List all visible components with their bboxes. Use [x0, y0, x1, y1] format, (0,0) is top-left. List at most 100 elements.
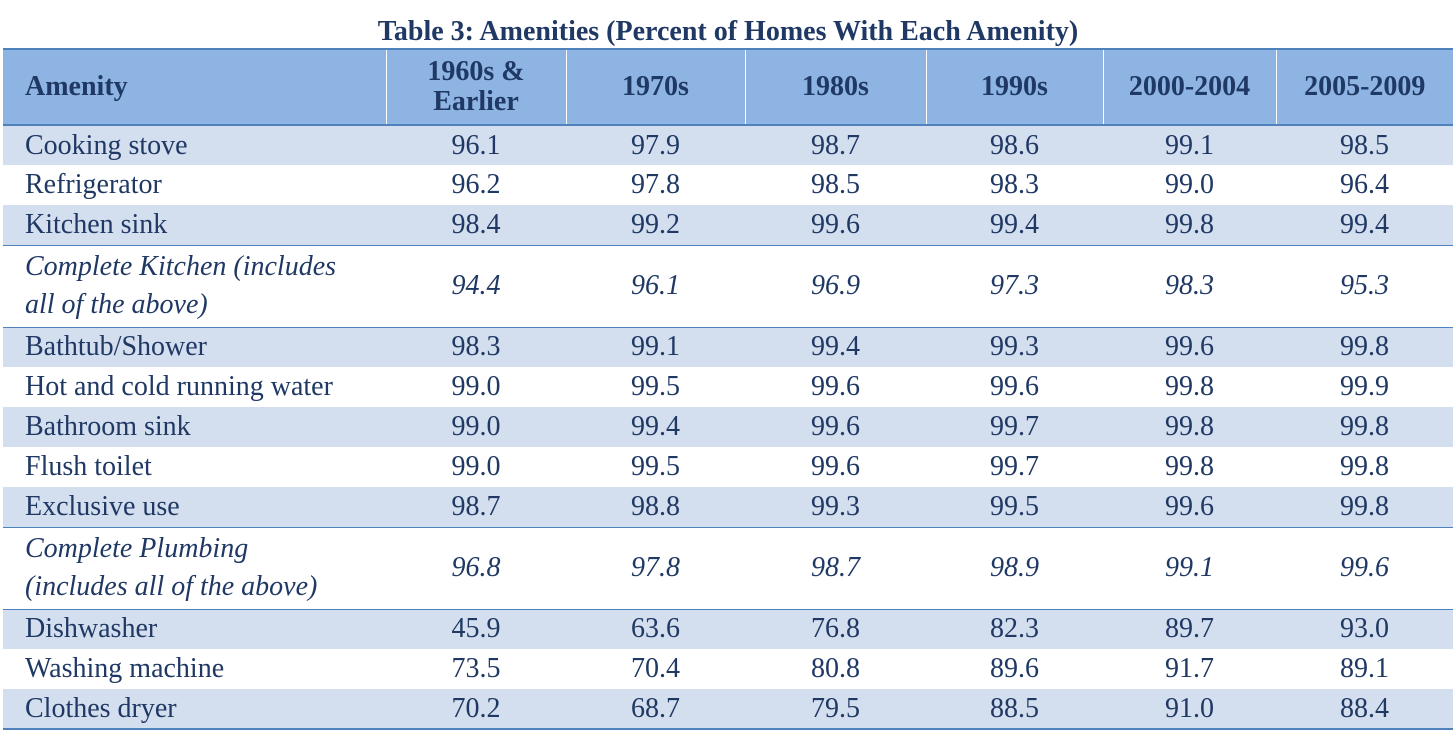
cell-value: 88.5 [990, 692, 1039, 724]
cell-value: 99.4 [1340, 208, 1389, 240]
row-label: Refrigerator [25, 169, 162, 200]
cell-value: 97.9 [631, 129, 680, 161]
cell-value: 99.8 [1340, 331, 1389, 363]
cell-value: 89.7 [1165, 613, 1214, 645]
cell-value: 98.7 [811, 129, 860, 161]
row-label: Dishwasher [25, 613, 158, 645]
cell-value: 99.6 [990, 371, 1039, 402]
table-row: Washing machine 73.5 70.4 80.8 89.6 91.7… [3, 649, 1453, 689]
cell-value: 99.6 [1340, 552, 1389, 583]
cell-value: 99.6 [811, 451, 860, 482]
cell-value: 95.3 [1340, 270, 1389, 301]
cell-value: 99.6 [1165, 331, 1214, 363]
cell-value: 63.6 [631, 613, 680, 645]
column-header-2000-2004: 2000-2004 [1102, 49, 1276, 125]
cell-value: 99.8 [1340, 411, 1389, 442]
cell-value: 99.6 [811, 371, 860, 402]
cell-value: 88.4 [1340, 692, 1389, 724]
cell-value: 98.6 [990, 129, 1039, 161]
amenities-table: Amenity 1960s & Earlier 1970s 1980s 1990… [3, 48, 1453, 730]
cell-value: 94.4 [451, 270, 501, 301]
table-row: Cooking stove 96.1 97.9 98.7 98.6 99.1 9… [3, 125, 1453, 165]
row-label: Cooking stove [25, 129, 188, 161]
cell-value: 99.0 [1165, 169, 1214, 200]
table-title: Table 3: Amenities (Percent of Homes Wit… [377, 16, 1079, 47]
cell-value: 99.8 [1165, 371, 1214, 402]
row-label: Complete Plumbing (includes all of the a… [25, 533, 318, 602]
row-label: Flush toilet [25, 451, 152, 482]
cell-value: 98.7 [451, 490, 501, 522]
table-row: Refrigerator 96.2 97.8 98.5 98.3 99.0 96… [3, 165, 1453, 205]
cell-value: 99.3 [811, 490, 860, 522]
cell-value: 96.9 [811, 270, 860, 301]
cell-value: 99.6 [811, 411, 860, 442]
cell-value: 99.5 [631, 371, 680, 402]
header-row: Amenity 1960s & Earlier 1970s 1980s 1990… [3, 49, 1453, 125]
cell-value: 99.6 [811, 208, 860, 240]
cell-value: 99.4 [811, 331, 860, 363]
cell-value: 99.4 [631, 411, 680, 442]
cell-value: 70.4 [631, 653, 680, 684]
cell-value: 68.7 [631, 692, 680, 724]
cell-value: 99.1 [1165, 129, 1214, 161]
table-row: Clothes dryer 70.2 68.7 79.5 88.5 91.0 8… [3, 689, 1453, 729]
cell-value: 96.4 [1340, 169, 1389, 200]
cell-value: 93.0 [1340, 613, 1389, 645]
row-label: Exclusive use [25, 490, 180, 522]
cell-value: 99.5 [631, 451, 680, 482]
cell-value: 98.5 [1340, 129, 1389, 161]
cell-value: 45.9 [451, 613, 501, 645]
cell-value: 82.3 [990, 613, 1039, 645]
cell-value: 80.8 [811, 653, 860, 684]
cell-value: 89.1 [1340, 653, 1389, 684]
cell-value: 91.0 [1165, 692, 1214, 724]
cell-value: 99.7 [990, 451, 1039, 482]
cell-value: 76.8 [811, 613, 860, 645]
cell-value: 98.9 [990, 552, 1039, 583]
cell-value: 73.5 [451, 653, 501, 684]
cell-value: 99.8 [1165, 451, 1214, 482]
cell-value: 99.7 [990, 411, 1039, 442]
cell-value: 99.6 [1165, 490, 1214, 522]
subtotal-row-kitchen: Complete Kitchen (includes all of the ab… [3, 245, 1453, 327]
row-label: Bathroom sink [25, 411, 191, 442]
cell-value: 91.7 [1165, 653, 1214, 684]
cell-value: 98.5 [811, 169, 860, 200]
cell-value: 89.6 [990, 653, 1039, 684]
row-label: Hot and cold running water [25, 371, 333, 402]
cell-value: 96.2 [451, 169, 501, 200]
cell-value: 99.8 [1165, 411, 1214, 442]
cell-value: 98.4 [451, 208, 501, 240]
row-label: Complete Kitchen (includes all of the ab… [25, 251, 337, 320]
cell-value: 98.7 [811, 552, 860, 583]
table-row: Hot and cold running water 99.0 99.5 99.… [3, 367, 1453, 407]
row-label: Washing machine [25, 653, 225, 684]
table-row: Dishwasher 45.9 63.6 76.8 82.3 89.7 93.0 [3, 609, 1453, 649]
cell-value: 97.8 [631, 169, 680, 200]
column-header-1980s: 1980s [744, 49, 926, 125]
cell-value: 98.8 [631, 490, 680, 522]
cell-value: 97.8 [631, 552, 680, 583]
cell-value: 97.3 [990, 270, 1039, 301]
table-row: Bathtub/Shower 98.3 99.1 99.4 99.3 99.6 … [3, 327, 1453, 367]
cell-value: 99.0 [451, 411, 501, 442]
column-header-1960s: 1960s & Earlier [385, 49, 566, 125]
cell-value: 99.5 [990, 490, 1039, 522]
cell-value: 99.0 [451, 451, 501, 482]
column-header-amenity: Amenity [25, 71, 128, 102]
cell-value: 96.1 [451, 129, 501, 161]
cell-value: 99.2 [631, 208, 680, 240]
table-row: Exclusive use 98.7 98.8 99.3 99.5 99.6 9… [3, 487, 1453, 527]
row-label: Kitchen sink [25, 208, 168, 240]
cell-value: 99.8 [1340, 490, 1389, 522]
cell-value: 79.5 [811, 692, 860, 724]
cell-value: 98.3 [990, 169, 1039, 200]
column-header-1990s: 1990s [925, 49, 1103, 125]
row-label: Clothes dryer [25, 692, 177, 724]
cell-value: 99.1 [631, 331, 680, 363]
table-row: Flush toilet 99.0 99.5 99.6 99.7 99.8 99… [3, 447, 1453, 487]
cell-value: 99.9 [1340, 371, 1389, 402]
cell-value: 99.8 [1340, 451, 1389, 482]
cell-value: 99.1 [1165, 552, 1214, 583]
